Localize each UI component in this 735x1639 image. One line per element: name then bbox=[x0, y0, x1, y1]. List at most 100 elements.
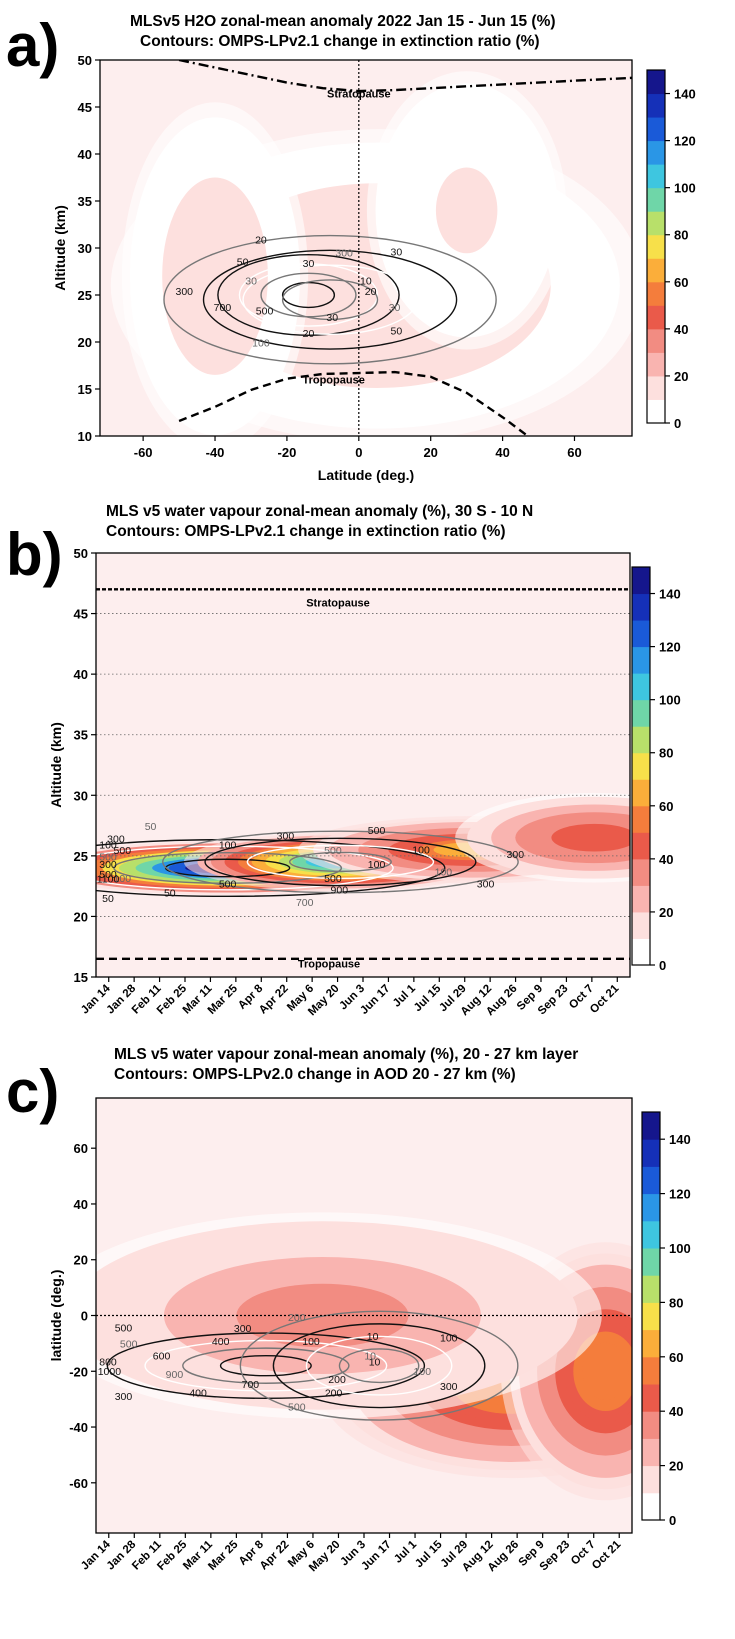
panel-c-colorbar-segment bbox=[642, 1465, 660, 1494]
panel-b-colorbar-segment bbox=[632, 832, 650, 860]
panel-c-ytick-label: -20 bbox=[69, 1364, 88, 1379]
panel-a-contour-label: 300 bbox=[335, 247, 353, 259]
panel-c-contour-label: 100 bbox=[414, 1366, 432, 1378]
panel-b-xtick-label: Apr 22 bbox=[257, 983, 291, 1017]
panel-c-contour-label: 200 bbox=[325, 1388, 343, 1400]
panel-b-title-2: Contours: OMPS-LPv2.1 change in extincti… bbox=[106, 523, 506, 540]
panel-c-contour-1-3 bbox=[239, 1310, 519, 1421]
panel-a-colorbar-label: 20 bbox=[674, 369, 688, 384]
panel-c-colorbar-segment bbox=[642, 1112, 660, 1140]
panel-c-xtick-label: Oct 21 bbox=[590, 1538, 624, 1572]
panel-b-contour-0-3 bbox=[96, 838, 446, 898]
panel-a-colorbar-label: 60 bbox=[674, 275, 688, 290]
panel-b-ytick-label: 40 bbox=[74, 667, 88, 682]
panel-a-colorbar-segment bbox=[647, 305, 665, 330]
panel-c-letter: c) bbox=[6, 1058, 60, 1125]
panel-a-ytick-label: 10 bbox=[78, 429, 92, 444]
panel-b-tropopause-label: Tropopause bbox=[298, 958, 360, 970]
panel-c-contour-label: 400 bbox=[189, 1388, 207, 1400]
panel-c-contour-label: 10 bbox=[367, 1331, 379, 1343]
panel-b-contour-label: 900 bbox=[331, 884, 349, 896]
panel-c-xtick-label: Jul 15 bbox=[413, 1538, 445, 1570]
panel-a-contour-1-1 bbox=[242, 264, 418, 335]
panel-a-colorbar-segment bbox=[647, 140, 665, 165]
panel-a-ytick-label: 50 bbox=[78, 53, 92, 68]
panel-c-colorbar-label: 140 bbox=[669, 1132, 691, 1147]
panel-b-colorbar-label: 20 bbox=[659, 905, 673, 920]
panel-b-contour-label: 100 bbox=[99, 839, 117, 851]
panel-c-colorbar-segment bbox=[642, 1411, 660, 1439]
panel-c-contour-label: 700 bbox=[242, 1379, 260, 1391]
panel-b-contour-0-2 bbox=[96, 845, 394, 891]
panel-c-field bbox=[96, 1098, 632, 1533]
panel-a-contour-label: 30 bbox=[389, 302, 401, 314]
panel-c-contour-label: 900 bbox=[166, 1369, 184, 1381]
panel-a-letter: a) bbox=[6, 12, 60, 79]
panel-b-colorbar-frame bbox=[631, 566, 651, 966]
panel-c-colorbar-label: 40 bbox=[669, 1404, 683, 1419]
panel-a-contour-label: 50 bbox=[237, 256, 249, 268]
panel-a-contour-1-2 bbox=[202, 249, 458, 350]
panel-a-ytick-label: 15 bbox=[78, 382, 92, 397]
panel-a-colorbar-label: 0 bbox=[674, 416, 681, 431]
panel-b-contour-label: 50 bbox=[164, 887, 176, 899]
panel-c-ytick-label: 60 bbox=[74, 1141, 88, 1156]
panel-b-contour-label: 100 bbox=[368, 859, 386, 871]
panel-b-ytick-label: 15 bbox=[74, 970, 88, 985]
panel-b-colorbar-label: 140 bbox=[659, 587, 681, 602]
panel-b-ytick-label: 35 bbox=[74, 728, 88, 743]
panel-a-contour-label: 100 bbox=[252, 338, 270, 350]
panel-b-contour-label: 500 bbox=[324, 845, 342, 857]
panel-c-colorbar-segment bbox=[642, 1384, 660, 1412]
panel-b-contour-1-3 bbox=[162, 830, 519, 894]
panel-a-contour-0-3 bbox=[217, 253, 400, 337]
panel-b-colorbar-segment bbox=[632, 620, 650, 648]
panel-c-heat-3-9 bbox=[582, 1342, 629, 1400]
panel-c-contour-label: 200 bbox=[288, 1312, 306, 1324]
panel-c-contour-label: 1000 bbox=[98, 1366, 122, 1378]
panel-b-contour-label: 700 bbox=[296, 897, 314, 909]
panel-a-colorbar-segment bbox=[647, 352, 665, 377]
panel-b-title-1: MLS v5 water vapour zonal-mean anomaly (… bbox=[106, 503, 534, 520]
panel-b-xtick-label: Oct 21 bbox=[588, 982, 622, 1016]
panel-b-contour-label: 500 bbox=[324, 873, 342, 885]
panel-c-contour-1-1 bbox=[305, 1335, 453, 1396]
panel-b-contour-1-0 bbox=[288, 851, 392, 873]
panel-a-contour-label: 20 bbox=[303, 328, 315, 340]
panel-b-contour-label: 100 bbox=[412, 844, 430, 856]
panel-a-xtick-label: 0 bbox=[355, 445, 362, 460]
panel-c-colorbar-segment bbox=[642, 1139, 660, 1167]
panel-c-contour-label: 500 bbox=[115, 1323, 133, 1335]
panel-a-colorbar-segment bbox=[647, 258, 665, 283]
panel-c-contour-label: 10 bbox=[369, 1357, 381, 1369]
panel-a-xtick-label: -60 bbox=[134, 445, 153, 460]
panel-b-stratopause-label: Stratopause bbox=[306, 597, 370, 609]
panel-b-contour-label: 1100 bbox=[97, 874, 120, 886]
panel-a-contour-label: 30 bbox=[390, 247, 402, 259]
panel-a-contour-label: 30 bbox=[326, 312, 338, 324]
panel-c-contour-0-1 bbox=[182, 1347, 350, 1384]
panel-b-contour-label: 300 bbox=[277, 831, 295, 843]
panel-c-contour-label: 400 bbox=[212, 1336, 230, 1348]
panel-a-colorbar-segment bbox=[647, 164, 665, 189]
panel-b-contour-label: 300 bbox=[99, 859, 117, 871]
panel-a-contour-label: 300 bbox=[175, 286, 193, 298]
panel-a-colorbar-segment bbox=[647, 211, 665, 236]
panel-b-colorbar-segment bbox=[632, 673, 650, 701]
panel-a-colorbar-segment bbox=[647, 375, 665, 400]
panel-a-plot: StratopauseTropopause2030503020100500700… bbox=[52, 53, 696, 483]
panel-b-colorbar-segment bbox=[632, 779, 650, 807]
panel-b-contour-label: 500 bbox=[99, 869, 117, 881]
panel-a-contour-label: 500 bbox=[256, 306, 274, 318]
panel-b-contour-label: 500 bbox=[219, 879, 237, 891]
panel-a-title-1: MLSv5 H2O zonal-mean anomaly 2022 Jan 15… bbox=[130, 13, 556, 30]
panel-b-plot: StratopauseTropopause1001003005009007005… bbox=[48, 546, 681, 1018]
panel-c-contour-label: 100 bbox=[302, 1336, 320, 1348]
panel-b-contour-label: 50 bbox=[145, 821, 157, 833]
panel-c-contour-0-0 bbox=[219, 1354, 312, 1377]
panel-b-letter: b) bbox=[6, 521, 63, 588]
panel-b-ytick-label: 30 bbox=[74, 788, 88, 803]
panel-a-contour-label: 30 bbox=[245, 275, 257, 287]
panel-a-xlabel: Latitude (deg.) bbox=[318, 467, 414, 483]
